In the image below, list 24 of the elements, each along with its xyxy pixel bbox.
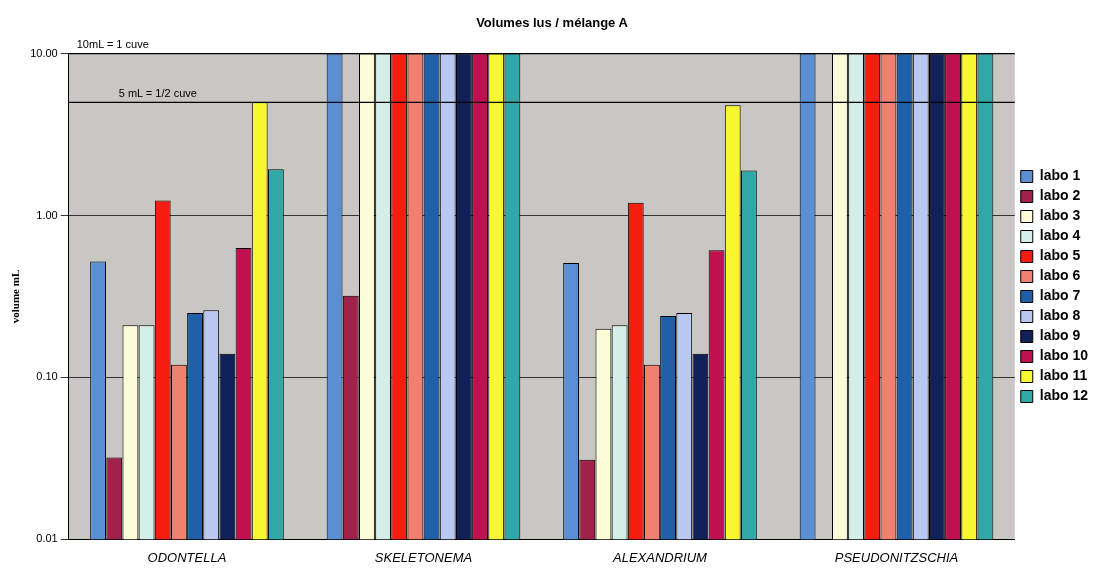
- legend-label: labo 8: [1039, 307, 1081, 324]
- y-axis-title: volume mL: [9, 269, 22, 324]
- y-tick-label: 0.01: [36, 532, 58, 545]
- y-tick-label: 10.00: [30, 46, 58, 59]
- ref-line-label: 10mL = 1 cuve: [76, 38, 149, 51]
- y-tick-label: 1.00: [36, 208, 58, 221]
- legend-label: labo 12: [1039, 387, 1089, 404]
- legend-label: labo 7: [1039, 287, 1081, 304]
- legend-label: labo 10: [1039, 347, 1089, 364]
- x-tick-label: ODONTELLA: [147, 549, 227, 565]
- legend-label: labo 6: [1039, 267, 1081, 284]
- legend-label: labo 2: [1039, 187, 1081, 204]
- y-tick-label: 0.10: [36, 370, 58, 383]
- chart-title: Volumes lus / mélange A: [476, 15, 629, 31]
- legend-label: labo 5: [1039, 247, 1081, 264]
- x-tick-label: PSEUDONITZSCHIA: [834, 549, 959, 565]
- x-tick-label: ALEXANDRIUM: [612, 549, 708, 565]
- legend-label: labo 3: [1039, 207, 1081, 224]
- legend-label: labo 11: [1039, 367, 1088, 384]
- legend-label: labo 9: [1039, 327, 1081, 344]
- legend-label: labo 4: [1039, 227, 1081, 244]
- legend-label: labo 1: [1039, 167, 1081, 184]
- x-tick-label: SKELETONEMA: [374, 549, 473, 565]
- ref-line-label: 5 mL = 1/2 cuve: [118, 86, 197, 99]
